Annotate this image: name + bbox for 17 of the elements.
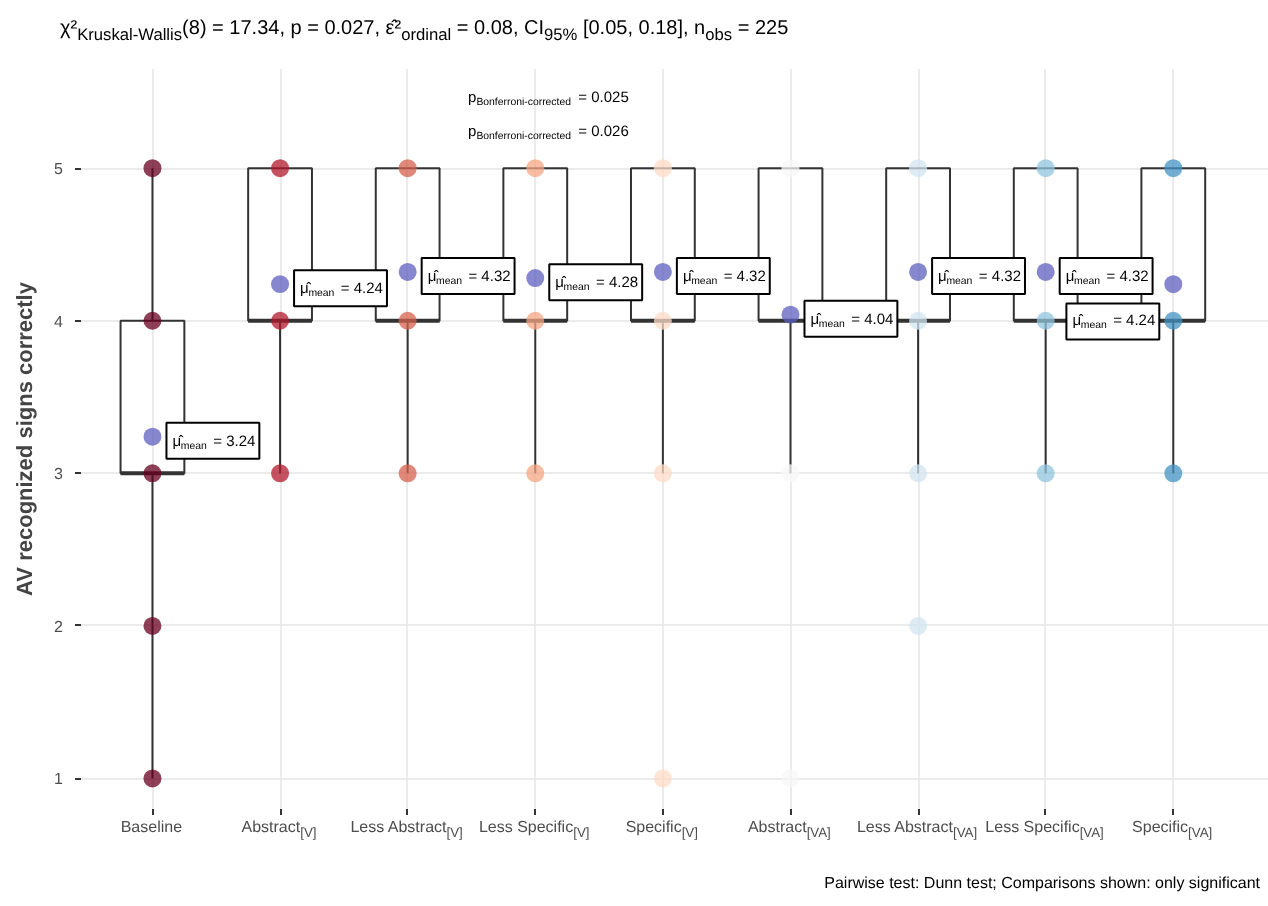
x-tick-label: Baseline — [120, 816, 183, 839]
x-tick-label: Less Abstract$_{[V]}$ — [350, 816, 463, 845]
x-tick-label: Less Specific$_{[VA]}$ — [985, 816, 1104, 845]
x-tick-label: Less Abstract$_{[VA]}$ — [856, 816, 978, 845]
y-tick-label: 3 — [54, 465, 65, 484]
x-tick-label: Less Specific$_{[V]}$ — [478, 816, 590, 845]
chart-title: χ²$_{Kruskal-Wallis}$(8) = 17.34, p = 0.027, ε̂²$_{ordinal}$ = 0.08, CI$_{95%}$ [0.05, 0.18], n$_{obs}$ = 225 — [60, 18, 789, 44]
y-tick-label: 5 — [54, 160, 65, 179]
x-tick-label: Specific$_{[VA]}$ — [1132, 816, 1213, 845]
y-tick-label: 1 — [54, 770, 65, 789]
y-tick-label: 4 — [54, 312, 65, 331]
x-tick-label: Abstract$_{[V]}$ — [241, 816, 317, 845]
x-tick-label: Specific$_{[V]}$ — [625, 816, 698, 845]
x-tick-label: Abstract$_{[VA]}$ — [747, 816, 831, 845]
text: Pairwise test: Dunn test; Comparisons shown: only significant — [822, 872, 1260, 895]
y-axis-title: AV recognized signs correctly — [14, 280, 39, 596]
y-tick-label: 2 — [54, 617, 65, 636]
